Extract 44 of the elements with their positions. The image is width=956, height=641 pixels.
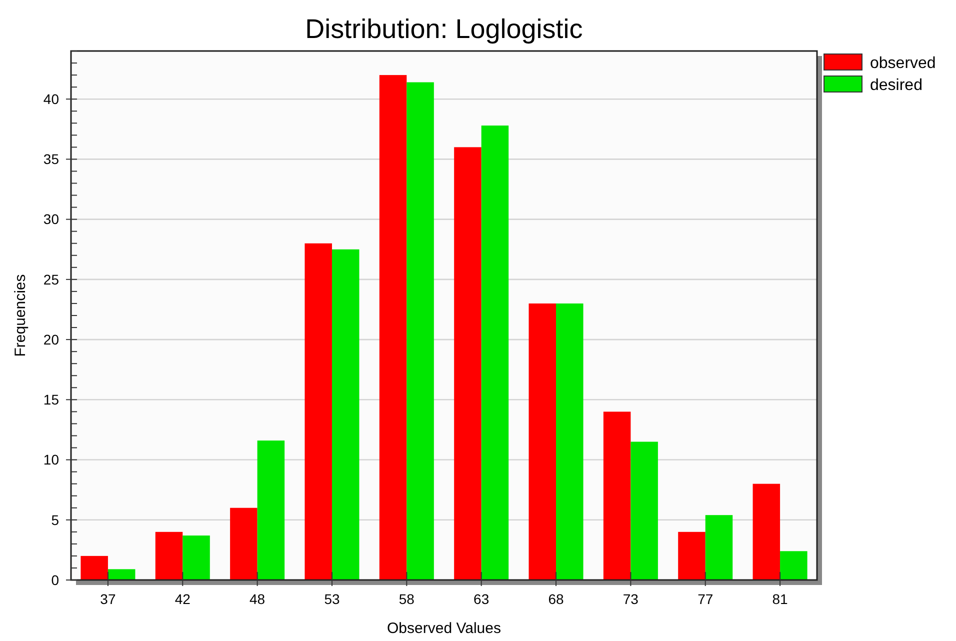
x-tick-label: 81 — [772, 591, 788, 607]
bar — [603, 412, 631, 580]
y-tick-label: 0 — [51, 572, 60, 588]
y-tick-label: 35 — [43, 151, 60, 168]
x-tick-label: 77 — [698, 591, 714, 607]
bar — [556, 303, 584, 580]
y-tick-label: 15 — [43, 392, 60, 408]
bar — [454, 147, 482, 580]
x-tick-label: 73 — [622, 591, 639, 607]
x-tick-label: 53 — [324, 591, 340, 607]
bar — [678, 532, 706, 580]
chart-title: Distribution: Loglogistic — [305, 14, 583, 44]
y-tick-label: 10 — [43, 452, 60, 468]
bar — [630, 442, 658, 580]
x-tick-label: 58 — [398, 591, 415, 607]
x-axis-title: Observed Values — [387, 620, 501, 637]
bar — [481, 126, 509, 580]
bar — [304, 243, 332, 580]
bar — [379, 75, 407, 580]
bar — [230, 508, 258, 580]
y-tick-label: 20 — [43, 331, 60, 348]
x-tick-label: 63 — [474, 591, 490, 607]
bar — [332, 249, 360, 580]
y-tick-label: 40 — [43, 90, 60, 107]
bar — [752, 484, 780, 580]
bar — [705, 515, 733, 580]
bar — [528, 303, 556, 580]
bar — [80, 556, 108, 580]
x-tick-label: 68 — [548, 591, 564, 607]
y-tick-label: 5 — [51, 512, 60, 528]
y-tick-label: 30 — [43, 211, 60, 228]
y-axis-title: Frequencies — [12, 274, 29, 357]
legend-label: observed — [870, 55, 936, 72]
bar — [406, 82, 434, 580]
bar — [182, 536, 210, 580]
bar — [780, 551, 808, 580]
x-tick-label: 48 — [250, 591, 266, 607]
y-tick-label: 25 — [43, 271, 60, 288]
x-tick-label: 37 — [100, 591, 116, 607]
bar — [155, 532, 183, 580]
x-tick-label: 42 — [174, 591, 191, 607]
bar — [257, 440, 285, 580]
bar — [108, 569, 136, 580]
legend-label: desired — [870, 77, 922, 94]
